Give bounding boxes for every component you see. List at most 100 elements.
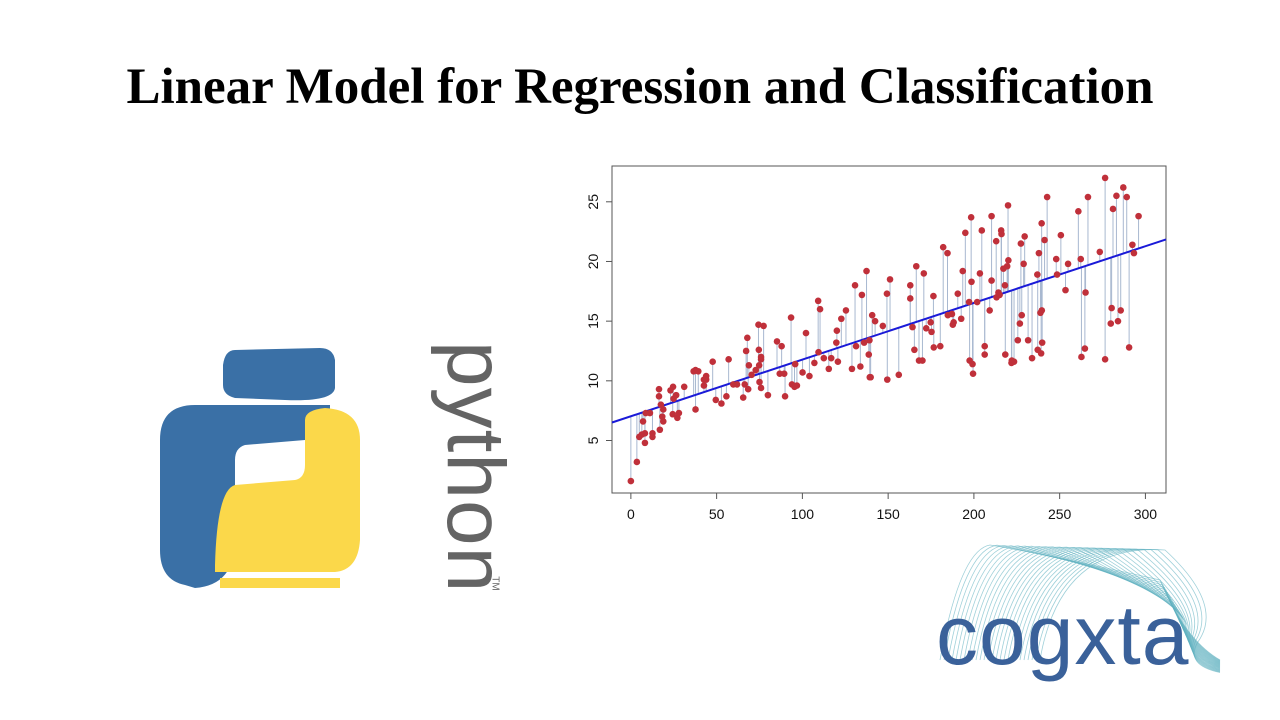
data-point xyxy=(799,369,806,376)
data-point xyxy=(833,327,841,334)
data-point xyxy=(1129,241,1136,249)
data-point xyxy=(793,382,801,389)
data-point xyxy=(680,383,688,391)
data-point xyxy=(927,319,934,326)
data-point xyxy=(1101,174,1109,182)
data-point xyxy=(757,353,765,361)
data-point xyxy=(655,385,663,393)
data-point xyxy=(852,342,860,350)
data-point xyxy=(659,406,667,413)
data-point xyxy=(860,339,868,346)
x-tick-label: 300 xyxy=(1134,506,1158,522)
data-point xyxy=(954,290,962,297)
data-point xyxy=(1082,289,1089,296)
data-point xyxy=(936,342,944,350)
wave-line xyxy=(1031,548,1221,672)
data-point xyxy=(641,430,649,437)
python-wordmark: python xyxy=(430,341,521,594)
data-point xyxy=(906,282,914,289)
data-point xyxy=(895,371,903,379)
data-point xyxy=(1037,350,1045,357)
data-point xyxy=(912,262,920,270)
data-point xyxy=(739,394,747,401)
data-point xyxy=(1018,311,1026,319)
data-point xyxy=(669,383,677,391)
cogxta-wordmark: cogxta xyxy=(936,588,1190,682)
data-point xyxy=(950,319,957,326)
data-point xyxy=(988,277,995,284)
data-point xyxy=(834,358,842,366)
data-point xyxy=(672,391,680,399)
data-point xyxy=(646,409,654,417)
data-point xyxy=(848,365,856,373)
data-point xyxy=(973,298,981,306)
data-point xyxy=(1038,339,1046,346)
data-point xyxy=(627,477,635,485)
data-point xyxy=(816,305,824,313)
data-point xyxy=(700,382,708,389)
data-point xyxy=(1034,271,1041,278)
data-point xyxy=(764,391,772,399)
regression-line-group xyxy=(611,238,1167,424)
data-point xyxy=(1113,192,1120,200)
scatter-chart: 0 50 100 150 200 250 300 5 10 15 20 25 xyxy=(585,165,1167,522)
x-tick-label: 150 xyxy=(876,506,900,522)
data-point xyxy=(1005,256,1012,264)
data-point xyxy=(988,212,995,220)
data-point xyxy=(692,406,699,413)
data-point xyxy=(851,282,859,289)
wave-line xyxy=(1039,549,1221,673)
data-point xyxy=(1101,356,1109,363)
data-point xyxy=(773,338,781,345)
data-point xyxy=(911,346,918,354)
data-point xyxy=(744,334,751,342)
x-tick-label: 250 xyxy=(1048,506,1072,522)
data-point xyxy=(978,227,986,234)
x-tick-label: 0 xyxy=(627,506,635,522)
y-axis: 5 10 15 20 25 xyxy=(585,194,612,444)
data-point xyxy=(1135,212,1142,220)
data-point xyxy=(820,354,828,362)
data-point xyxy=(968,278,975,286)
data-point xyxy=(1003,262,1011,270)
data-point xyxy=(948,310,956,318)
data-point xyxy=(1114,317,1122,325)
data-point xyxy=(883,290,891,297)
x-tick-label: 50 xyxy=(709,506,725,522)
data-point xyxy=(1017,240,1025,247)
wave-line xyxy=(1035,549,1221,673)
data-point xyxy=(969,360,976,368)
data-point xyxy=(922,325,930,332)
data-point xyxy=(725,356,732,363)
data-point xyxy=(1108,304,1115,312)
x-tick-label: 100 xyxy=(791,506,815,522)
data-point xyxy=(959,267,967,275)
data-points xyxy=(627,174,1142,485)
data-point xyxy=(755,321,762,329)
data-point xyxy=(886,276,894,283)
data-point xyxy=(939,243,947,251)
data-point xyxy=(919,357,926,364)
data-point xyxy=(868,311,876,319)
data-point xyxy=(1107,320,1115,327)
data-point xyxy=(718,400,725,407)
x-tick-label: 200 xyxy=(962,506,986,522)
data-point xyxy=(1062,286,1069,294)
plot-frame xyxy=(611,165,1167,494)
python-logo-blue-snake xyxy=(160,348,335,588)
regression-line xyxy=(611,238,1167,424)
data-point xyxy=(742,347,750,355)
data-point xyxy=(641,439,649,447)
data-point xyxy=(745,362,753,369)
data-point xyxy=(1109,205,1117,213)
data-point xyxy=(1077,255,1085,263)
python-logo-yellow-snake xyxy=(215,408,360,588)
data-point xyxy=(865,351,873,358)
data-point xyxy=(811,359,818,367)
data-point xyxy=(760,322,767,330)
y-tick-label: 10 xyxy=(585,373,601,389)
data-point xyxy=(709,358,716,366)
data-point xyxy=(1117,307,1125,314)
data-point xyxy=(1004,202,1012,209)
data-point xyxy=(1038,307,1046,314)
